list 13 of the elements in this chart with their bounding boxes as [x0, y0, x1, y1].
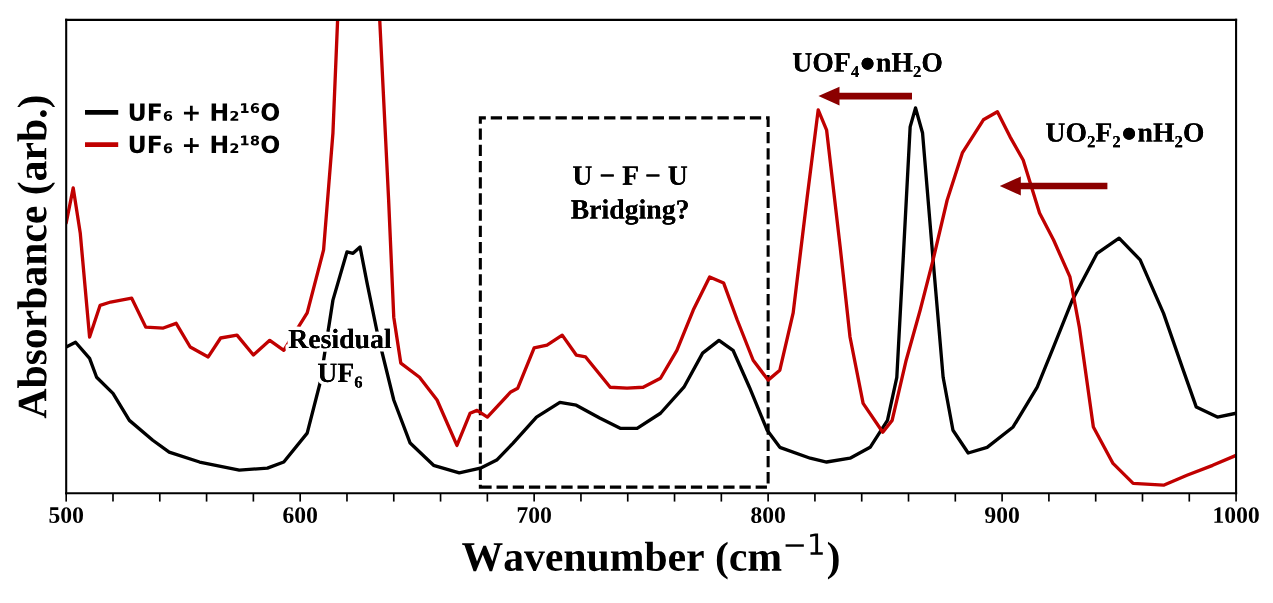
- x-axis-title: Wavenumber (cm$^{−1}$): [462, 533, 839, 580]
- annotation: UO₂F₂●nH₂O: [1046, 123, 1204, 148]
- y-axis-title: Absorbance (arb.): [17, 96, 56, 419]
- annotation: U − F − U Bridging?: [571, 166, 688, 225]
- x-tick-label: 500: [49, 507, 83, 524]
- x-tick-label: 1000: [1214, 507, 1259, 524]
- x-tick-label: 900: [985, 507, 1019, 524]
- legend-label: UF₆ + H₂¹⁶O: [129, 103, 280, 121]
- legend-label: UF₆ + H₂¹⁸O: [129, 135, 280, 154]
- x-tick-label: 800: [751, 507, 785, 524]
- annotation: UOF₄●nH₂O: [792, 53, 942, 78]
- x-tick-label: 700: [517, 507, 551, 524]
- x-tick-label: 600: [283, 507, 317, 524]
